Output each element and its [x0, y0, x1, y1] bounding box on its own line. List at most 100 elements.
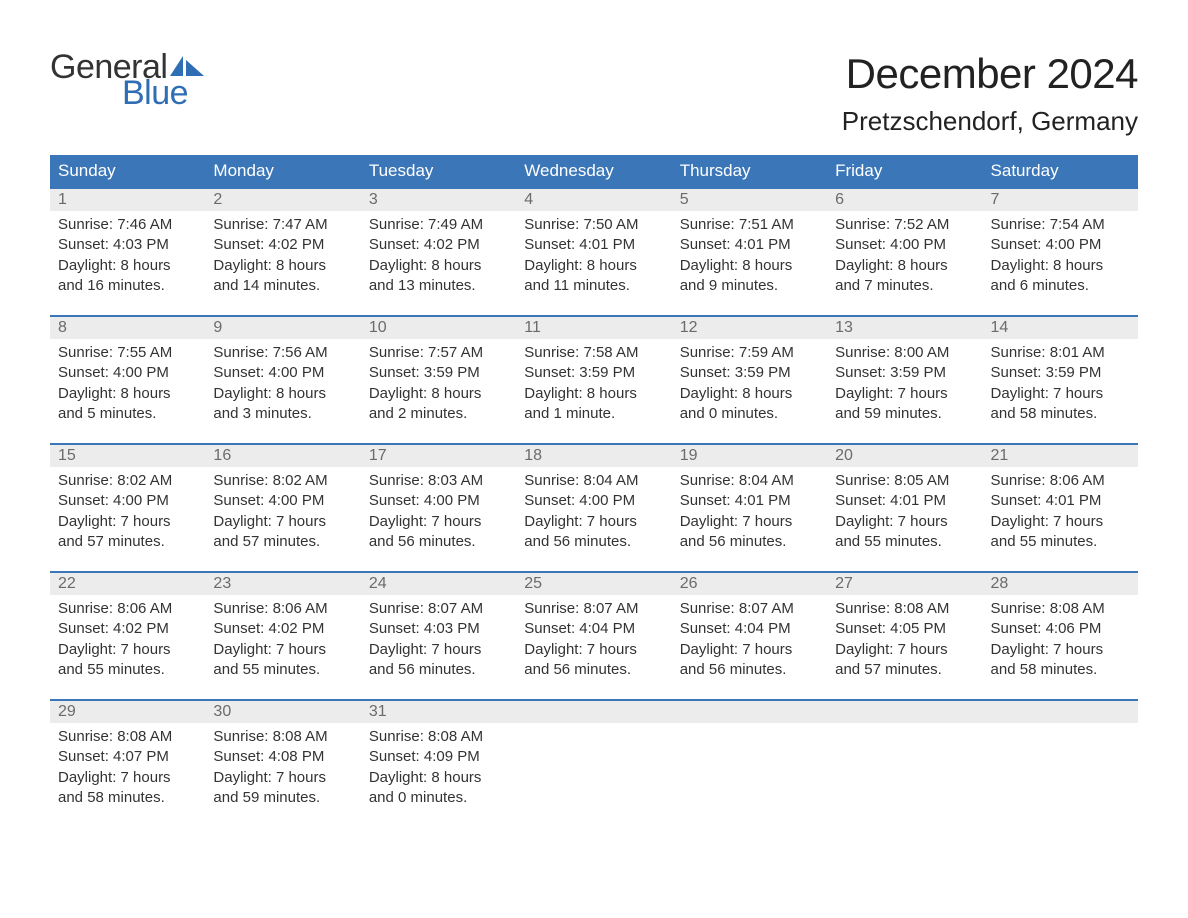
weekday-header-row: Sunday Monday Tuesday Wednesday Thursday… [50, 155, 1138, 188]
day-details: Sunrise: 7:54 AMSunset: 4:00 PMDaylight:… [983, 211, 1138, 300]
day-details: Sunrise: 8:04 AMSunset: 4:00 PMDaylight:… [516, 467, 671, 556]
day-details: Sunrise: 8:00 AMSunset: 3:59 PMDaylight:… [827, 339, 982, 428]
calendar-week-row: 29Sunrise: 8:08 AMSunset: 4:07 PMDayligh… [50, 700, 1138, 828]
sunset-text: Sunset: 4:01 PM [991, 491, 1130, 511]
sunset-text: Sunset: 4:00 PM [835, 235, 974, 255]
day-number: 30 [205, 701, 360, 723]
sunrise-text: Sunrise: 8:04 AM [680, 471, 819, 491]
sunset-text: Sunset: 3:59 PM [991, 363, 1130, 383]
sunrise-text: Sunrise: 7:58 AM [524, 343, 663, 363]
weekday-header: Sunday [50, 155, 205, 188]
sunrise-text: Sunrise: 7:47 AM [213, 215, 352, 235]
daylight-text: Daylight: 7 hours and 59 minutes. [213, 768, 352, 809]
daylight-text: Daylight: 7 hours and 56 minutes. [524, 640, 663, 681]
calendar-day-cell: 16Sunrise: 8:02 AMSunset: 4:00 PMDayligh… [205, 444, 360, 572]
sunset-text: Sunset: 4:00 PM [58, 363, 197, 383]
calendar-day-cell: 5Sunrise: 7:51 AMSunset: 4:01 PMDaylight… [672, 188, 827, 316]
weekday-header: Friday [827, 155, 982, 188]
day-number-empty [983, 701, 1138, 723]
calendar-day-cell: 7Sunrise: 7:54 AMSunset: 4:00 PMDaylight… [983, 188, 1138, 316]
sunset-text: Sunset: 4:02 PM [58, 619, 197, 639]
day-details: Sunrise: 8:08 AMSunset: 4:09 PMDaylight:… [361, 723, 516, 812]
calendar-week-row: 1Sunrise: 7:46 AMSunset: 4:03 PMDaylight… [50, 188, 1138, 316]
sunrise-text: Sunrise: 7:56 AM [213, 343, 352, 363]
day-number: 21 [983, 445, 1138, 467]
day-details: Sunrise: 7:58 AMSunset: 3:59 PMDaylight:… [516, 339, 671, 428]
day-number: 22 [50, 573, 205, 595]
calendar-day-cell: 13Sunrise: 8:00 AMSunset: 3:59 PMDayligh… [827, 316, 982, 444]
calendar-day-cell: 6Sunrise: 7:52 AMSunset: 4:00 PMDaylight… [827, 188, 982, 316]
daylight-text: Daylight: 8 hours and 1 minute. [524, 384, 663, 425]
day-number: 4 [516, 189, 671, 211]
day-details: Sunrise: 8:01 AMSunset: 3:59 PMDaylight:… [983, 339, 1138, 428]
day-number: 5 [672, 189, 827, 211]
calendar-day-cell: 27Sunrise: 8:08 AMSunset: 4:05 PMDayligh… [827, 572, 982, 700]
calendar-day-cell: 31Sunrise: 8:08 AMSunset: 4:09 PMDayligh… [361, 700, 516, 828]
day-number: 14 [983, 317, 1138, 339]
day-details: Sunrise: 8:02 AMSunset: 4:00 PMDaylight:… [50, 467, 205, 556]
calendar-week-row: 15Sunrise: 8:02 AMSunset: 4:00 PMDayligh… [50, 444, 1138, 572]
calendar-day-cell: 21Sunrise: 8:06 AMSunset: 4:01 PMDayligh… [983, 444, 1138, 572]
calendar-day-cell: 26Sunrise: 8:07 AMSunset: 4:04 PMDayligh… [672, 572, 827, 700]
sunset-text: Sunset: 4:00 PM [213, 491, 352, 511]
day-number-empty [672, 701, 827, 723]
daylight-text: Daylight: 7 hours and 56 minutes. [680, 512, 819, 553]
calendar-day-cell: 15Sunrise: 8:02 AMSunset: 4:00 PMDayligh… [50, 444, 205, 572]
daylight-text: Daylight: 8 hours and 2 minutes. [369, 384, 508, 425]
sunset-text: Sunset: 4:04 PM [680, 619, 819, 639]
calendar-day-cell: 11Sunrise: 7:58 AMSunset: 3:59 PMDayligh… [516, 316, 671, 444]
daylight-text: Daylight: 7 hours and 57 minutes. [835, 640, 974, 681]
sunrise-text: Sunrise: 8:08 AM [991, 599, 1130, 619]
day-details: Sunrise: 8:08 AMSunset: 4:06 PMDaylight:… [983, 595, 1138, 684]
calendar-day-cell: 14Sunrise: 8:01 AMSunset: 3:59 PMDayligh… [983, 316, 1138, 444]
day-number: 29 [50, 701, 205, 723]
sunrise-text: Sunrise: 8:03 AM [369, 471, 508, 491]
sunset-text: Sunset: 3:59 PM [835, 363, 974, 383]
calendar-day-cell [516, 700, 671, 828]
daylight-text: Daylight: 7 hours and 59 minutes. [835, 384, 974, 425]
calendar-day-cell: 4Sunrise: 7:50 AMSunset: 4:01 PMDaylight… [516, 188, 671, 316]
daylight-text: Daylight: 8 hours and 3 minutes. [213, 384, 352, 425]
daylight-text: Daylight: 7 hours and 56 minutes. [369, 512, 508, 553]
month-year-title: December 2024 [842, 50, 1138, 98]
day-details: Sunrise: 8:06 AMSunset: 4:02 PMDaylight:… [205, 595, 360, 684]
daylight-text: Daylight: 8 hours and 13 minutes. [369, 256, 508, 297]
day-number: 9 [205, 317, 360, 339]
day-number: 27 [827, 573, 982, 595]
calendar-day-cell: 17Sunrise: 8:03 AMSunset: 4:00 PMDayligh… [361, 444, 516, 572]
calendar-day-cell: 3Sunrise: 7:49 AMSunset: 4:02 PMDaylight… [361, 188, 516, 316]
sunrise-text: Sunrise: 8:07 AM [524, 599, 663, 619]
day-details: Sunrise: 7:49 AMSunset: 4:02 PMDaylight:… [361, 211, 516, 300]
calendar-day-cell: 20Sunrise: 8:05 AMSunset: 4:01 PMDayligh… [827, 444, 982, 572]
day-details: Sunrise: 8:05 AMSunset: 4:01 PMDaylight:… [827, 467, 982, 556]
sunrise-text: Sunrise: 8:07 AM [369, 599, 508, 619]
day-details: Sunrise: 7:50 AMSunset: 4:01 PMDaylight:… [516, 211, 671, 300]
calendar-day-cell: 1Sunrise: 7:46 AMSunset: 4:03 PMDaylight… [50, 188, 205, 316]
calendar-table: Sunday Monday Tuesday Wednesday Thursday… [50, 155, 1138, 828]
daylight-text: Daylight: 7 hours and 55 minutes. [213, 640, 352, 681]
sunrise-text: Sunrise: 8:08 AM [213, 727, 352, 747]
calendar-day-cell: 22Sunrise: 8:06 AMSunset: 4:02 PMDayligh… [50, 572, 205, 700]
sunrise-text: Sunrise: 8:06 AM [213, 599, 352, 619]
day-number: 26 [672, 573, 827, 595]
sunset-text: Sunset: 4:00 PM [991, 235, 1130, 255]
sunrise-text: Sunrise: 7:51 AM [680, 215, 819, 235]
day-details: Sunrise: 8:07 AMSunset: 4:03 PMDaylight:… [361, 595, 516, 684]
sunrise-text: Sunrise: 7:50 AM [524, 215, 663, 235]
day-number: 3 [361, 189, 516, 211]
day-details: Sunrise: 8:04 AMSunset: 4:01 PMDaylight:… [672, 467, 827, 556]
day-number: 13 [827, 317, 982, 339]
day-number: 12 [672, 317, 827, 339]
calendar-day-cell: 10Sunrise: 7:57 AMSunset: 3:59 PMDayligh… [361, 316, 516, 444]
sunrise-text: Sunrise: 8:08 AM [369, 727, 508, 747]
calendar-day-cell: 28Sunrise: 8:08 AMSunset: 4:06 PMDayligh… [983, 572, 1138, 700]
daylight-text: Daylight: 7 hours and 58 minutes. [991, 640, 1130, 681]
sunset-text: Sunset: 4:09 PM [369, 747, 508, 767]
calendar-day-cell: 18Sunrise: 8:04 AMSunset: 4:00 PMDayligh… [516, 444, 671, 572]
page-header: General Blue December 2024 Pretzschendor… [50, 50, 1138, 137]
day-number: 8 [50, 317, 205, 339]
daylight-text: Daylight: 7 hours and 55 minutes. [58, 640, 197, 681]
sunrise-text: Sunrise: 8:07 AM [680, 599, 819, 619]
title-block: December 2024 Pretzschendorf, Germany [842, 50, 1138, 137]
day-number: 24 [361, 573, 516, 595]
